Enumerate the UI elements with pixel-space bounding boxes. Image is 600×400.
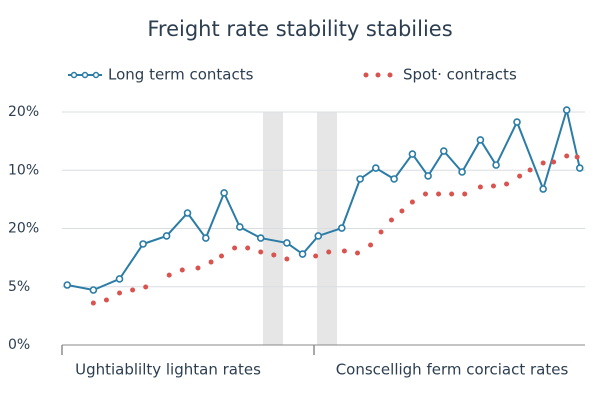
spot-dot	[219, 253, 225, 259]
spot-dot	[313, 253, 319, 259]
legend-swatch	[375, 72, 381, 78]
spot-dot	[540, 160, 546, 166]
legend-label: Spot· contracts	[403, 66, 517, 84]
line-point	[162, 232, 171, 240]
spot-dot	[574, 154, 580, 160]
line-point	[408, 150, 417, 158]
line-point	[492, 161, 500, 169]
spot-dot	[436, 191, 442, 197]
spot-dot	[490, 183, 496, 189]
line-point	[236, 223, 244, 231]
legend-swatch	[81, 71, 89, 79]
spot-dot	[130, 287, 136, 293]
line-point	[220, 189, 228, 197]
legend-swatch	[363, 72, 369, 78]
legend-label: Long term contacts	[108, 66, 254, 84]
line-point	[371, 164, 380, 172]
spot-dot	[166, 272, 172, 278]
line-point	[115, 275, 124, 283]
y-tick-label: 0%	[8, 337, 30, 353]
line-point	[539, 185, 547, 193]
spot-dot	[90, 300, 96, 306]
spot-dot	[354, 250, 360, 256]
spot-dot	[368, 242, 374, 248]
spot-dot	[477, 184, 483, 190]
y-tick-label: 10%	[8, 162, 39, 178]
line-point	[63, 281, 72, 289]
spot-dot	[462, 191, 468, 197]
line-point	[283, 239, 291, 247]
spot-dot	[245, 245, 251, 251]
legend-swatch	[70, 71, 78, 79]
line-point	[298, 250, 307, 258]
spot-dot	[399, 208, 405, 214]
spot-dot	[527, 167, 533, 173]
line-point	[202, 234, 210, 242]
spot-dot	[179, 267, 185, 273]
line-point	[562, 106, 571, 114]
spot-dot	[143, 284, 149, 290]
spot-dot	[517, 173, 523, 179]
spot-dot	[564, 153, 570, 159]
line-point	[314, 232, 323, 240]
spot-dot	[208, 259, 214, 265]
spot-dot	[284, 256, 290, 262]
spot-dot	[326, 249, 332, 255]
line-point	[476, 136, 485, 144]
y-tick-label: 20%	[8, 221, 39, 237]
spot-dot	[117, 290, 123, 296]
spot-dot	[341, 248, 347, 254]
line-point	[424, 172, 432, 180]
line-point	[458, 168, 466, 176]
line-point	[183, 209, 192, 217]
line-point	[439, 147, 448, 155]
x-axis-label: Conscelligh ferm corciact rates	[336, 361, 569, 379]
line-point	[139, 240, 147, 248]
spot-dot	[195, 265, 201, 271]
spot-dot	[258, 249, 264, 255]
spot-dot	[449, 191, 455, 197]
line-point	[390, 175, 398, 183]
line-point	[338, 224, 346, 232]
line-point	[575, 164, 584, 172]
y-tick-label: 20%	[8, 104, 39, 120]
spot-dot	[422, 191, 428, 197]
line-point	[256, 234, 265, 242]
spot-dot	[232, 245, 238, 251]
spot-dot	[378, 229, 384, 235]
spot-dot	[388, 217, 394, 223]
spot-dot	[551, 159, 557, 165]
line-point	[356, 175, 364, 183]
spot-dot	[271, 252, 277, 258]
y-tick-label: 5%	[8, 279, 30, 295]
line-point	[513, 118, 521, 126]
spot-dot	[409, 199, 415, 205]
legend-swatch	[92, 71, 100, 79]
spot-dot	[504, 181, 510, 187]
x-axis-label: Ughtiablilty lightan rates	[75, 361, 261, 379]
line-point	[89, 286, 98, 294]
chart-title: Freight rate stability stabilies	[147, 17, 452, 41]
spot-dot	[103, 297, 109, 303]
legend-swatch	[387, 72, 393, 78]
